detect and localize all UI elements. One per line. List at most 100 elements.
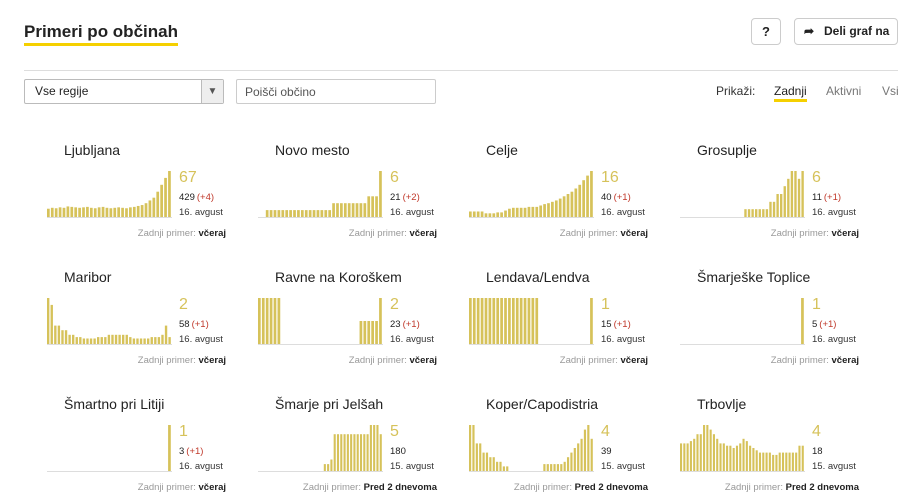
total-cases: 180: [390, 446, 406, 457]
sparkline-bar: [363, 203, 367, 217]
sparkline-bar: [147, 338, 150, 344]
sparkline-bar: [765, 209, 769, 217]
sparkline-bar: [136, 338, 139, 344]
municipality-name: Šmarješke Toplice: [697, 269, 811, 285]
region-select-value: Vse regije: [35, 84, 89, 98]
region-select[interactable]: Vse regije ▼: [24, 79, 224, 104]
share-button[interactable]: ➦ Deli graf na: [794, 18, 898, 45]
sparkline-bar: [70, 206, 74, 217]
sparkline-bar: [150, 337, 153, 344]
last-case-label: Zadnji primer: včeraj: [770, 228, 859, 239]
sparkline-bar: [366, 434, 369, 471]
sparkline-bar: [57, 325, 61, 344]
sparkline-bar: [726, 445, 729, 471]
sparkline-bar: [574, 188, 578, 217]
sparkline-bar: [269, 298, 273, 344]
municipality-card[interactable]: Grosuplje 6 11 (+1) 16. avgust Zadnji primer:…: [680, 142, 887, 260]
last-case-value: Pred 2 dnevoma: [363, 482, 437, 493]
sparkline-chart: [258, 298, 383, 345]
chevron-down-icon[interactable]: ▼: [201, 80, 223, 103]
sparkline-bar: [285, 210, 289, 217]
sparkline-bar: [492, 298, 496, 344]
municipality-card[interactable]: Novo mesto 6 21 (+2) 16. avgust Zadnji primer…: [258, 142, 465, 260]
sparkline-bar: [739, 443, 742, 471]
sparkline-bar: [118, 334, 121, 344]
total-cases: 5 (+1): [812, 319, 837, 330]
sparkline-bar: [582, 180, 585, 217]
sparkline-bar: [801, 171, 804, 217]
sparkline-bar: [379, 298, 382, 344]
sparkline-bar: [496, 298, 500, 344]
last-case-label: Zadnji primer: Pred 2 dnevoma: [724, 482, 859, 493]
municipality-name: Novo mesto: [275, 142, 350, 158]
delta-cases: (+1): [191, 319, 209, 330]
sparkline-bar: [93, 338, 96, 344]
sparkline-bar: [709, 429, 712, 471]
sparkline-bar: [148, 200, 152, 217]
sparkline-bar: [551, 201, 554, 217]
sparkline-bar: [89, 338, 93, 344]
municipality-card[interactable]: Šmarje pri Jelšah 5 180 15. avgust Zadnji pr…: [258, 396, 465, 504]
sparkline-bar: [683, 443, 686, 471]
sparkline-bar: [343, 434, 346, 471]
municipality-search-input[interactable]: [236, 79, 436, 104]
sparkline-bar: [281, 210, 285, 217]
sparkline-bar: [356, 434, 359, 471]
total-cases: 58 (+1): [179, 319, 209, 330]
municipality-name: Lendava/Lendva: [486, 269, 590, 285]
sparkline-bar: [716, 438, 719, 471]
municipality-card[interactable]: Trbovlje 4 18 15. avgust Zadnji primer: Pred…: [680, 396, 887, 504]
municipality-card[interactable]: Šmarješke Toplice 1 5 (+1) 16. avgust Zadnji …: [680, 269, 887, 387]
sparkline-bar: [778, 452, 781, 471]
delta-cases: (+1): [613, 319, 631, 330]
municipality-name: Ravne na Koroškem: [275, 269, 402, 285]
sparkline-chart: [47, 171, 172, 218]
sparkline-bar: [97, 207, 101, 217]
sparkline-bar: [265, 210, 269, 217]
last-case-value: včeraj: [620, 355, 648, 366]
date-label: 16. avgust: [601, 334, 645, 345]
municipality-card[interactable]: Lendava/Lendva 1 15 (+1) 16. avgust Zadnji pr…: [469, 269, 676, 387]
total-cases: 21 (+2): [390, 192, 420, 203]
sparkline-bar: [488, 213, 492, 217]
help-button[interactable]: ?: [751, 18, 781, 45]
sparkline-bar: [86, 206, 89, 217]
sparkline-bar: [363, 434, 366, 471]
municipality-card[interactable]: Maribor 2 58 (+1) 16. avgust Zadnji primer: v…: [47, 269, 254, 387]
sparkline-bar: [47, 298, 50, 344]
date-label: 16. avgust: [179, 207, 223, 218]
sparkline-bar: [531, 206, 535, 217]
sparkline-bar: [768, 452, 771, 471]
last-case-value: Pred 2 dnevoma: [785, 482, 859, 493]
latest-cases: 1: [812, 296, 821, 313]
date-label: 16. avgust: [179, 461, 223, 472]
sparkline-bar: [359, 321, 363, 344]
sparkline-chart: [47, 298, 172, 345]
tab-aktivni[interactable]: Aktivni: [826, 84, 862, 98]
tab-zadnji[interactable]: Zadnji: [774, 84, 807, 102]
sparkline-bar: [336, 203, 339, 217]
sparkline-bar: [780, 194, 783, 217]
municipality-card[interactable]: Koper/Capodistria 4 39 15. avgust Zadnji pri…: [469, 396, 676, 504]
sparkline-bar: [343, 203, 347, 217]
sparkline-bar: [801, 445, 804, 471]
municipality-card[interactable]: Celje 16 40 (+1) 16. avgust Zadnji primer: vč…: [469, 142, 676, 260]
sparkline-bar: [523, 207, 527, 217]
municipality-card[interactable]: Ravne na Koroškem 2 23 (+1) 16. avgust Zadnji…: [258, 269, 465, 387]
tab-vsi[interactable]: Vsi: [882, 84, 899, 98]
sparkline-bar: [144, 203, 148, 217]
sparkline-bar: [469, 298, 472, 344]
sparkline-bar: [139, 338, 143, 344]
sparkline-bar: [508, 208, 511, 217]
sparkline-bar: [706, 425, 709, 471]
sparkline-bar: [97, 337, 100, 344]
sparkline-bar: [496, 212, 500, 217]
municipality-card[interactable]: Ljubljana 67 429 (+4) 16. avgust Zadnji prime…: [47, 142, 254, 260]
sparkline-bar: [375, 321, 378, 344]
municipality-card[interactable]: Šmartno pri Litiji 1 3 (+1) 16. avgust Zadnji…: [47, 396, 254, 504]
sparkline-bar: [330, 459, 333, 471]
sparkline-bar: [140, 205, 144, 217]
sparkline-bar: [543, 464, 546, 471]
sparkline-bar: [273, 298, 277, 344]
sparkline-bar: [745, 441, 748, 471]
